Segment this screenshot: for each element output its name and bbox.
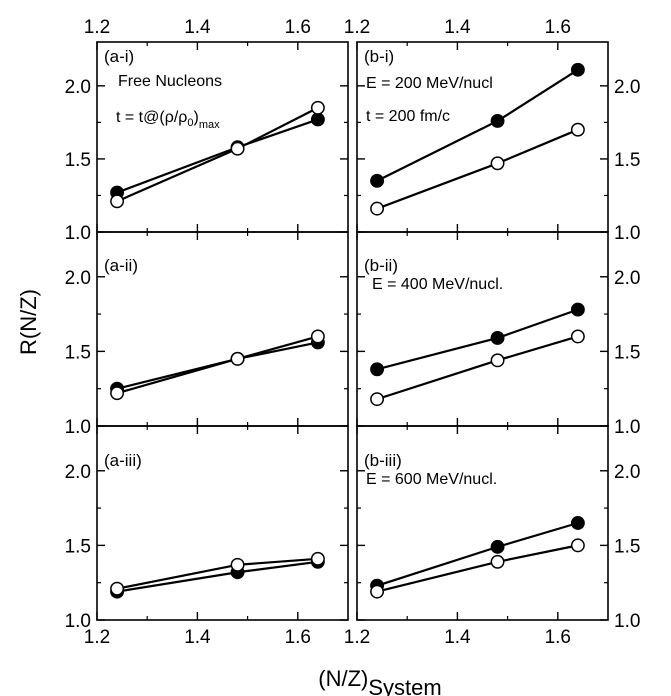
data-point-filled bbox=[490, 113, 505, 128]
data-point-open bbox=[490, 554, 505, 569]
x-tick-label: 1.6 bbox=[545, 627, 571, 648]
data-point-filled bbox=[370, 173, 385, 188]
data-point-filled bbox=[570, 62, 585, 77]
data-point-open bbox=[490, 353, 505, 368]
panel-frame bbox=[356, 425, 609, 621]
x-tick-label: 1.4 bbox=[184, 627, 211, 648]
x-axis-title: (N/Z)System bbox=[318, 666, 441, 696]
panel-frame bbox=[96, 41, 349, 233]
data-point-open bbox=[310, 100, 325, 115]
data-point-open bbox=[370, 584, 385, 599]
panel-frame bbox=[96, 425, 349, 621]
x-tick-label: 1.4 bbox=[444, 17, 471, 38]
panel-b-ii: 1.0 1.5 2.0 (b-ii)E = 400 MeV/nucl. bbox=[356, 231, 640, 438]
data-point-open bbox=[570, 329, 585, 344]
panel-label: (a-ii) bbox=[104, 256, 138, 275]
data-point-open bbox=[490, 156, 505, 171]
data-point-open bbox=[110, 194, 125, 209]
data-point-filled bbox=[570, 302, 585, 317]
x-tick-label: 1.4 bbox=[444, 627, 471, 648]
data-point-filled bbox=[370, 362, 385, 377]
data-point-filled bbox=[310, 112, 325, 127]
x-axis-title-sub: System bbox=[368, 675, 441, 696]
series-line-filled bbox=[116, 560, 319, 593]
panel-annotation: E = 400 MeV/nucl. bbox=[372, 276, 503, 293]
x-tick-label: 1.6 bbox=[285, 17, 311, 38]
y-tick-label: 1.5 bbox=[614, 342, 640, 363]
x-axis-title-main: (N/Z) bbox=[318, 666, 368, 691]
y-tick-label: 1.5 bbox=[65, 342, 91, 363]
data-point-open bbox=[230, 141, 245, 156]
panel-annotation: t = 200 fm/c bbox=[366, 108, 450, 125]
data-point-filled bbox=[570, 516, 585, 530]
data-point-filled bbox=[490, 331, 505, 345]
y-tick-label: 2.0 bbox=[65, 462, 91, 483]
panel-label: (b-i) bbox=[364, 47, 394, 66]
y-tick-label: 1.5 bbox=[65, 150, 91, 171]
y-tick-label: 2.0 bbox=[614, 268, 640, 289]
x-tick-label: 1.2 bbox=[84, 627, 110, 648]
series-line-filled bbox=[376, 308, 579, 371]
panel-b-iii: 1.0 1.5 2.0 1.2 1.4 1.6 (b-iii)E = 600 MeV/nuc… bbox=[344, 425, 640, 648]
panel-frame bbox=[356, 41, 609, 233]
series-line-open bbox=[376, 128, 579, 210]
panel-label: (a-i) bbox=[104, 47, 134, 66]
x-tick-label: 1.2 bbox=[344, 627, 370, 648]
panel-a-i: 1.0 1.5 2.0 1.2 1.4 1.6 (a-i) bbox=[65, 17, 349, 244]
data-point-open bbox=[570, 122, 585, 137]
panel-a-ii: 1.0 1.5 2.0 (a-ii) bbox=[65, 231, 349, 438]
series-line-open bbox=[116, 335, 319, 395]
series-line-filled bbox=[376, 521, 579, 587]
data-point-open bbox=[370, 392, 385, 407]
y-tick-label: 2.0 bbox=[65, 77, 91, 98]
data-point-open bbox=[230, 351, 245, 366]
x-tick-label: 1.4 bbox=[184, 17, 211, 38]
y-tick-label: 2.0 bbox=[614, 77, 640, 98]
panels-group: 1.01.52.01.2 1.4 1.6(a-i)1.01.52.01.2 1.4 1.… bbox=[65, 17, 641, 648]
y-tick-label: 1.5 bbox=[614, 150, 640, 171]
y-axis-title: R(N/Z) bbox=[16, 289, 41, 355]
data-point-open bbox=[570, 538, 585, 553]
x-tick-label: 1.2 bbox=[344, 17, 370, 38]
data-point-open bbox=[370, 201, 385, 216]
y-tick-label: 1.0 bbox=[65, 611, 91, 632]
y-tick-label: 1.5 bbox=[65, 536, 91, 557]
panel-b-i: 1.0 1.5 2.0 1.2 1.4 1.6 (b-i) E = 200 MeV/nucl t… bbox=[344, 17, 641, 244]
y-tick-label: 1.0 bbox=[614, 223, 640, 244]
y-tick-label: 1.0 bbox=[65, 417, 91, 438]
time-condition-label: t = t@(ρ/ρ0)max bbox=[116, 109, 220, 131]
series-line-open bbox=[116, 557, 318, 590]
x-tick-label: 1.2 bbox=[84, 17, 110, 38]
panel-label: (b-ii) bbox=[364, 256, 398, 275]
panel-annotation: E = 600 MeV/nucl. bbox=[366, 471, 497, 488]
y-tick-label: 1.0 bbox=[614, 611, 640, 632]
y-tick-label: 1.0 bbox=[65, 223, 91, 244]
x-tick-label: 1.6 bbox=[285, 627, 311, 648]
y-tick-label: 2.0 bbox=[65, 268, 91, 289]
data-point-filled bbox=[490, 539, 505, 554]
panel-annotation: E = 200 MeV/nucl bbox=[366, 75, 493, 92]
data-point-open bbox=[110, 386, 125, 401]
data-point-open bbox=[310, 329, 325, 344]
free-nucleons-label: Free Nucleons bbox=[118, 73, 222, 90]
data-point-open bbox=[110, 581, 125, 596]
y-tick-label: 2.0 bbox=[614, 462, 640, 483]
y-tick-label: 1.5 bbox=[614, 536, 640, 557]
series-line-open bbox=[376, 335, 579, 401]
x-tick-label: 1.6 bbox=[545, 17, 571, 38]
panel-a-iii: 1.0 1.5 2.0 1.2 1.4 1.6 (a-iii) bbox=[65, 425, 349, 648]
data-point-open bbox=[310, 551, 325, 566]
panel-label: (b-iii) bbox=[364, 451, 402, 470]
y-tick-label: 1.0 bbox=[614, 417, 640, 438]
panel-label: (a-iii) bbox=[104, 451, 142, 470]
data-point-open bbox=[230, 557, 245, 572]
